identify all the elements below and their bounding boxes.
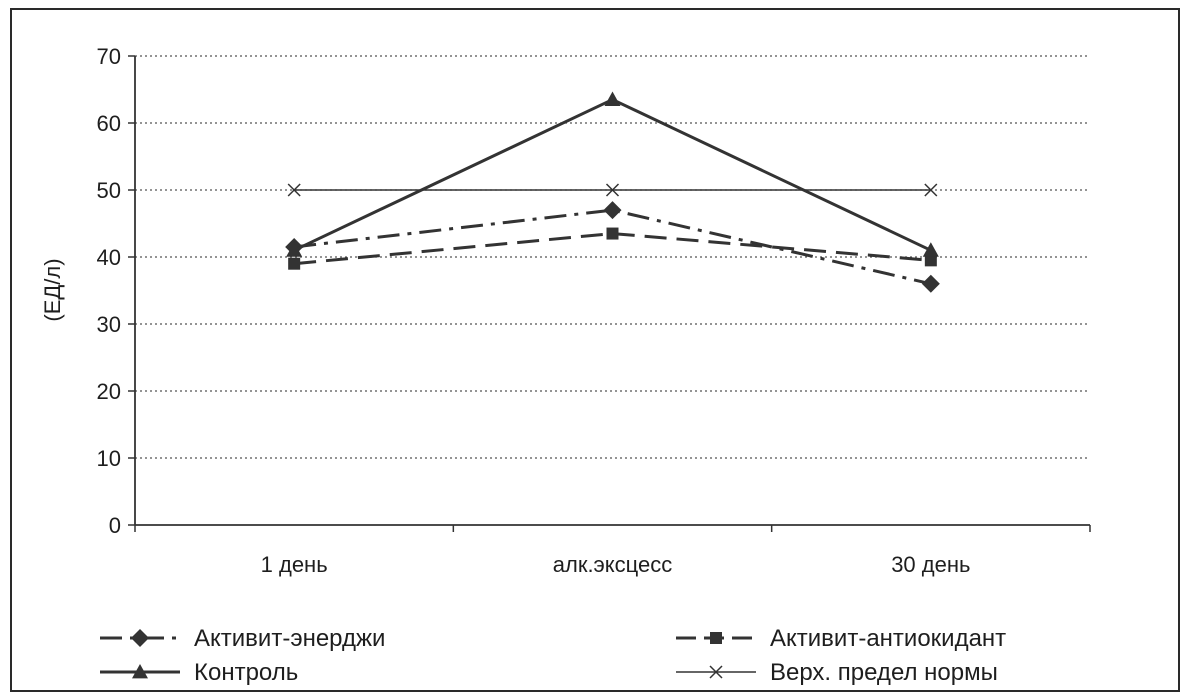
legend-label: Контроль: [194, 659, 298, 686]
x-tick-label: 1 день: [261, 552, 328, 577]
series-1: [288, 227, 937, 270]
legend-label: Верх. предел нормы: [770, 659, 998, 686]
series-line: [294, 232, 931, 266]
diamond-marker: [603, 201, 622, 220]
y-tick-label: 40: [97, 245, 121, 270]
triangle-marker: [132, 664, 148, 679]
y-tick-label: 30: [97, 312, 121, 337]
x-marker: [709, 665, 723, 679]
triangle-marker: [604, 91, 621, 106]
y-tick-label: 60: [97, 111, 121, 136]
x-tick-labels: 1 день алк.эксцесс 30 день: [261, 552, 971, 577]
chart-frame: [10, 8, 1180, 692]
square-marker: [288, 257, 301, 270]
legend-item: Активит-антиокидант: [676, 625, 1006, 652]
x-tick-label: алк.эксцесс: [553, 552, 673, 577]
x-marker: [605, 183, 620, 197]
x-marker: [287, 183, 301, 197]
series-0: [285, 201, 940, 293]
legend-item: Контроль: [100, 659, 298, 686]
diamond-marker: [921, 274, 940, 293]
axes: [128, 55, 1091, 532]
legend-label: Активит-антиокидант: [770, 625, 1006, 652]
triangle-marker: [286, 242, 303, 257]
y-tick-label: 0: [109, 513, 121, 538]
legend-item: Верх. предел нормы: [676, 659, 998, 686]
y-axis-label: (ЕД/л): [40, 258, 65, 321]
square-marker: [710, 632, 722, 644]
series-2: [286, 91, 939, 257]
square-marker: [924, 254, 937, 267]
gridlines: [135, 55, 1090, 459]
y-tick-label: 10: [97, 446, 121, 471]
legend-label: Активит-энерджи: [194, 625, 385, 652]
triangle-marker: [922, 242, 939, 257]
legend-item: Активит-энерджи: [100, 625, 385, 652]
y-tick-label: 50: [97, 178, 121, 203]
x-tick-label: 30 день: [891, 552, 970, 577]
series-line: [293, 208, 932, 286]
x-marker: [924, 183, 938, 197]
diamond-marker: [131, 629, 149, 647]
series-lines: [285, 91, 940, 293]
y-tick-labels: 0 10 20 30 40 50 60 70: [97, 44, 121, 538]
y-tick-label: 70: [97, 44, 121, 69]
square-marker: [606, 227, 619, 240]
y-tick-label: 20: [97, 379, 121, 404]
series-3: [287, 183, 938, 197]
legend: Активит-энерджи Активит-антиокидант Контро…: [100, 625, 1006, 686]
